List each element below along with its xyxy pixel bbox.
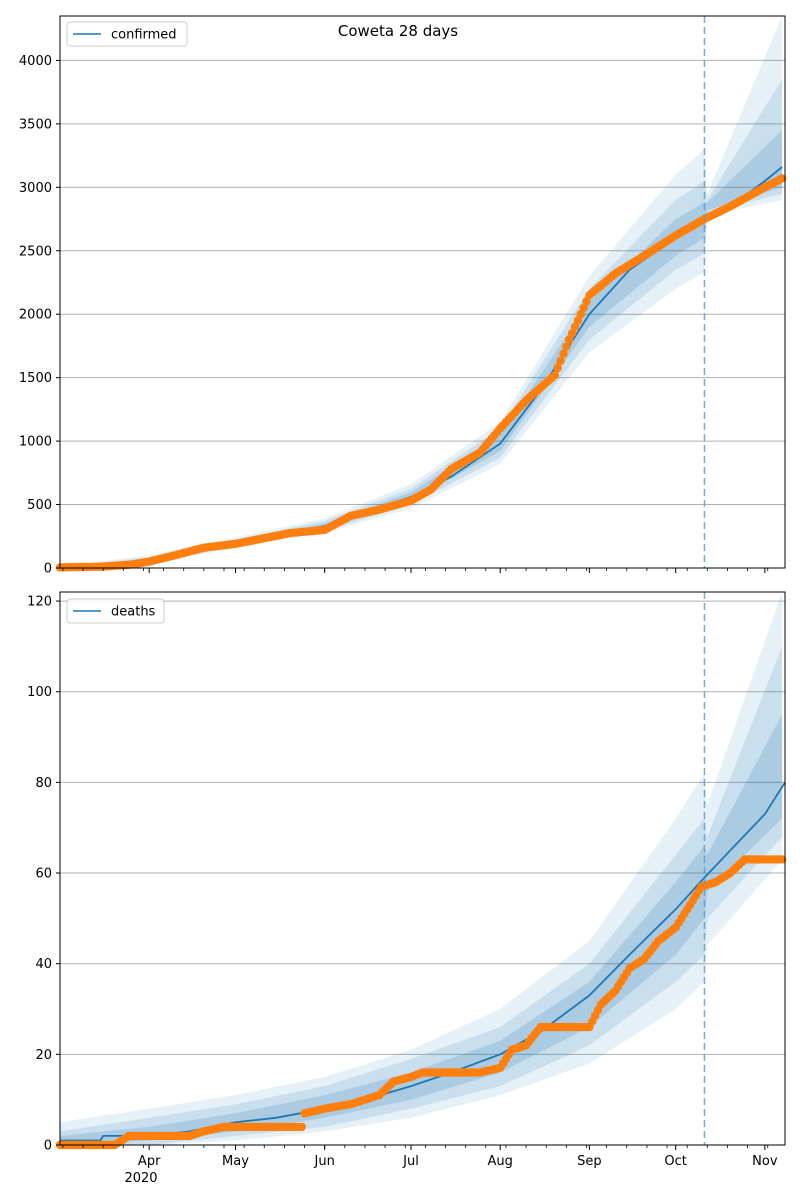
y-tick-label: 2500 [19,244,52,259]
confirmed-x-ticks [62,568,769,573]
deaths-legend: deaths [66,598,165,624]
y-tick-label: 120 [27,595,52,610]
y-tick-label: 2000 [19,308,52,323]
observed-point [777,855,787,864]
y-tick-label: 0 [44,562,52,577]
x-tick-label: Jun [314,1154,335,1169]
x-tick-label: Aug [487,1154,512,1169]
y-tick-label: 3000 [19,181,52,196]
y-tick-label: 20 [35,1048,52,1063]
y-tick-label: 1500 [19,371,52,386]
deaths-axes-frame [59,591,786,1146]
confirmed-panel: 0 500 1000 1500 2000 2500 3000 3500 4000 Coweta … [19,15,787,577]
observed-point [297,1122,306,1132]
confirmed-bands [60,16,783,569]
x-tick-label: Nov [752,1154,778,1169]
observed-point [562,342,571,351]
x-tick-label: May [222,1154,249,1169]
y-tick-label: 0 [44,1139,52,1154]
observed-point [570,322,580,332]
observed-point [777,174,787,183]
deaths-observed-dots [55,855,787,1150]
confidence-band [60,16,783,568]
observed-point [573,316,583,325]
y-tick-label: 60 [35,867,52,882]
y-tick-label: 3500 [19,117,52,132]
confirmed-legend: confirmed [66,21,188,47]
legend-label-confirmed: confirmed [111,28,177,43]
y-tick-label: 40 [35,957,52,972]
observed-point [559,349,568,358]
observed-point [553,363,562,373]
y-tick-label: 80 [35,776,52,791]
x-tick-label: Sep [577,1154,602,1169]
observed-point [582,297,591,306]
confirmed-observed-dots [55,174,787,572]
chart-title: Coweta 28 days [338,22,458,40]
confidence-band [60,714,783,1145]
x-year-label: 2020 [124,1171,157,1186]
x-tick-label: Jul [402,1154,419,1169]
deaths-grid [60,600,785,1146]
deaths-x-ticks: Apr May Jun Jul Aug Sep Oct Nov [62,1145,778,1169]
confidence-band [60,646,783,1145]
y-tick-label: 4000 [19,54,52,69]
deaths-panel: 0 20 40 60 80 100 120 Apr May Jun Jul Aug Sep Oct Nov… [27,591,787,1186]
y-tick-label: 500 [27,498,52,513]
observed-point [550,370,559,380]
legend-box [66,598,165,624]
y-tick-label: 100 [27,685,52,700]
legend-box [66,21,188,47]
observed-point [579,303,588,313]
observed-point [556,356,565,366]
confirmed-axes-frame [59,15,786,569]
confirmed-y-ticks: 0 500 1000 1500 2000 2500 3000 3500 4000 [19,54,60,577]
x-tick-label: Apr [138,1154,161,1169]
observed-point [567,329,577,338]
axes-frame [59,15,786,569]
deaths-y-ticks: 0 20 40 60 80 100 120 [27,595,60,1154]
legend-label-deaths: deaths [111,605,156,620]
observed-point [576,310,585,319]
axes-frame [59,591,786,1146]
observed-point [565,335,574,344]
y-tick-label: 1000 [19,435,52,450]
x-tick-label: Oct [664,1154,686,1169]
